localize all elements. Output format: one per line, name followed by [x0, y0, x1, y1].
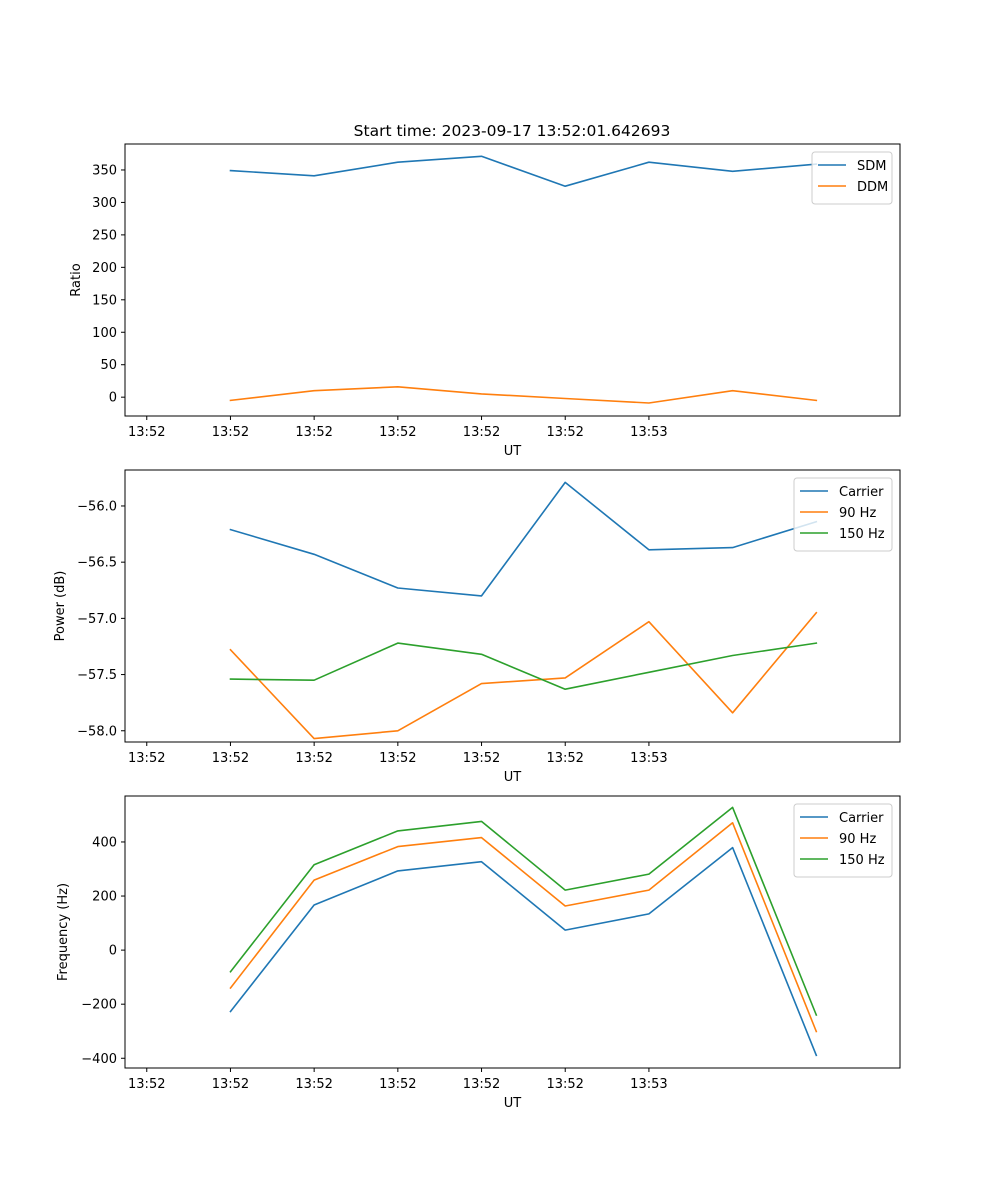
power-xtick-label: 13:52 [463, 751, 500, 766]
power-legend-label: 90 Hz [839, 506, 876, 521]
ratio-ytick-label: 250 [92, 228, 117, 243]
ratio-legend-label: SDM [857, 159, 886, 174]
figure-title: Start time: 2023-09-17 13:52:01.642693 [354, 122, 671, 140]
frequency-x-axis-label: UT [504, 1096, 522, 1111]
frequency-legend-label: 90 Hz [839, 832, 876, 847]
frequency-ytick-label: 0 [109, 944, 117, 959]
ratio-x-axis-label: UT [504, 444, 522, 459]
ratio-xtick-label: 13:52 [295, 425, 332, 440]
power-xtick-label: 13:52 [128, 751, 165, 766]
power-xtick-label: 13:52 [379, 751, 416, 766]
ratio-series-line-ddm [229, 385, 818, 404]
ratio-ytick-label: 200 [92, 261, 117, 276]
frequency-ytick-label: −200 [81, 998, 117, 1013]
frequency-y-axis-label: Frequency (Hz) [56, 883, 71, 981]
frequency-xtick-label: 13:52 [295, 1077, 332, 1092]
power-xtick-label: 13:52 [212, 751, 249, 766]
ratio-ytick-label: 0 [109, 391, 117, 406]
power-legend-label: 150 Hz [839, 527, 885, 542]
ratio-ytick-label: 50 [100, 358, 117, 373]
ratio-xtick-label: 13:52 [212, 425, 249, 440]
ratio-legend-label: DDM [857, 180, 888, 195]
ratio-xtick-label: 13:52 [128, 425, 165, 440]
frequency-xtick-label: 13:52 [379, 1077, 416, 1092]
ratio-series-line-sdm [229, 155, 818, 187]
frequency-xtick-label: 13:52 [128, 1077, 165, 1092]
power-xtick-label: 13:53 [630, 751, 667, 766]
power-panel: 13:52 13:52 13:52 13:52 13:52 13:52 13:53 −56.0… [53, 469, 901, 785]
frequency-series-line-carrier [229, 846, 818, 1057]
power-series-line-90-hz [229, 611, 818, 740]
ratio-xtick-label: 13:52 [546, 425, 583, 440]
frequency-xtick-label: 13:52 [546, 1077, 583, 1092]
frequency-series-line-150-hz [229, 806, 818, 1017]
ratio-axes-frame [124, 143, 901, 417]
power-series-line-150-hz [229, 642, 818, 691]
ratio-panel: 13:52 13:52 13:52 13:52 13:52 13:52 13:53 0 50 10… [69, 143, 901, 459]
ratio-ytick-label: 300 [92, 196, 117, 211]
ratio-ytick-label: 100 [92, 326, 117, 341]
ratio-ytick-label: 150 [92, 293, 117, 308]
power-y-axis-label: Power (dB) [53, 571, 68, 642]
power-xtick-label: 13:52 [295, 751, 332, 766]
power-ytick-label: −57.5 [77, 668, 117, 683]
frequency-series-line-90-hz [229, 821, 818, 1033]
power-ytick-label: −56.0 [77, 499, 117, 514]
frequency-legend: Carrier 90 Hz 150 Hz [793, 803, 893, 878]
frequency-legend-label: 150 Hz [839, 853, 885, 868]
power-series-line-carrier [229, 481, 818, 597]
ratio-ytick-label: 350 [92, 163, 117, 178]
power-xtick-label: 13:52 [546, 751, 583, 766]
power-ytick-label: −58.0 [77, 724, 117, 739]
ratio-legend: SDM DDM [811, 151, 893, 205]
power-ytick-label: −56.5 [77, 556, 117, 571]
power-ytick-label: −57.0 [77, 612, 117, 627]
frequency-xtick-label: 13:53 [630, 1077, 667, 1092]
power-legend-label: Carrier [839, 485, 884, 500]
frequency-axes-frame [124, 795, 901, 1069]
power-legend: Carrier 90 Hz 150 Hz [793, 477, 893, 552]
frequency-xtick-label: 13:52 [212, 1077, 249, 1092]
frequency-ytick-label: 200 [92, 890, 117, 905]
power-axes-frame [124, 469, 901, 743]
frequency-xtick-label: 13:52 [463, 1077, 500, 1092]
ratio-xtick-label: 13:53 [630, 425, 667, 440]
ratio-xtick-label: 13:52 [379, 425, 416, 440]
ratio-y-axis-label: Ratio [69, 263, 84, 296]
frequency-legend-label: Carrier [839, 811, 884, 826]
power-x-axis-label: UT [504, 770, 522, 785]
frequency-panel: 13:52 13:52 13:52 13:52 13:52 13:52 13:53 400 20… [56, 795, 901, 1111]
frequency-ytick-label: −400 [81, 1052, 117, 1067]
ratio-xtick-label: 13:52 [463, 425, 500, 440]
frequency-ytick-label: 400 [92, 835, 117, 850]
